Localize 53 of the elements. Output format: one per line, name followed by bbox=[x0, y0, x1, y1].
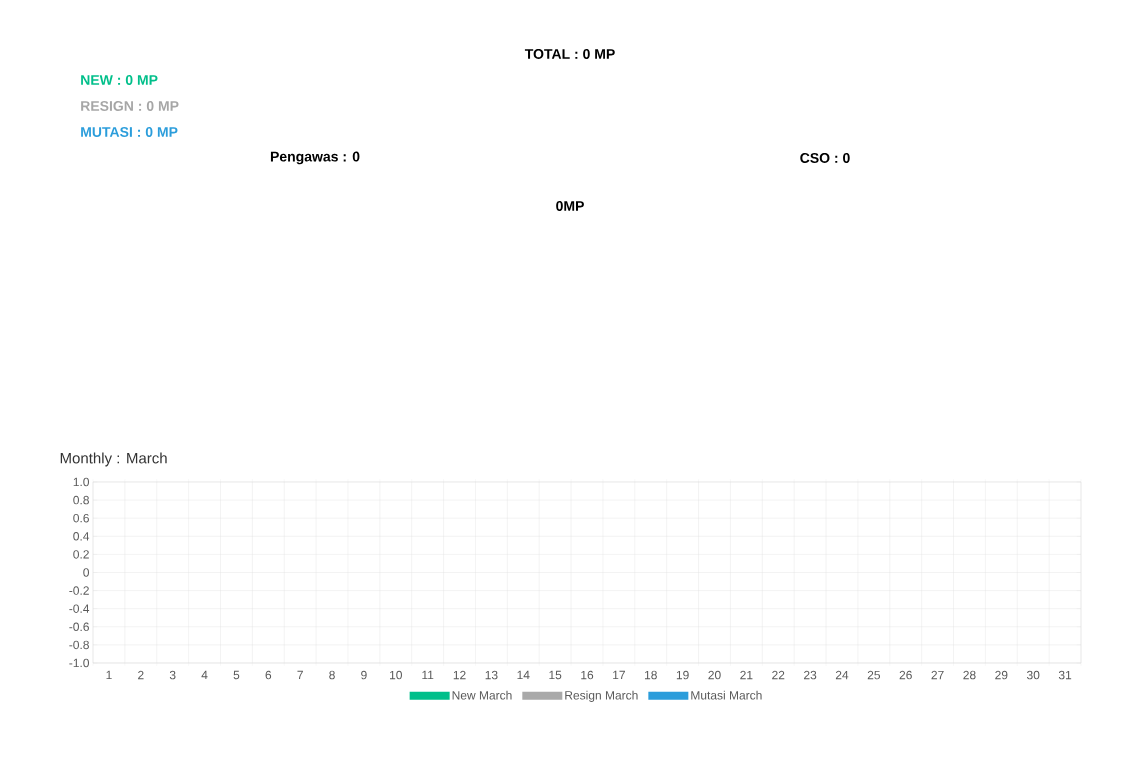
x-tick-label: 18 bbox=[644, 670, 657, 680]
x-tick-label: 19 bbox=[676, 670, 689, 680]
y-tick-label: 0.4 bbox=[73, 532, 90, 541]
text: MUTASI : 0 MP bbox=[81, 127, 178, 137]
x-tick-label: 16 bbox=[581, 670, 594, 680]
x-tick-label: 12 bbox=[453, 670, 466, 680]
y-tick-label: 0 bbox=[83, 568, 90, 577]
x-tick-label: 22 bbox=[772, 670, 785, 680]
x-tick-label: 5 bbox=[233, 670, 240, 680]
x-tick-label: 4 bbox=[201, 670, 208, 680]
y-tick-label: 0.2 bbox=[73, 550, 89, 559]
x-tick-label: 8 bbox=[329, 670, 335, 680]
x-tick-label: 26 bbox=[899, 670, 912, 680]
x-tick-label: 27 bbox=[931, 670, 944, 680]
text: NEW : 0 MP bbox=[81, 75, 158, 85]
text: RESIGN : 0 MP bbox=[81, 101, 179, 111]
x-tick-label: 13 bbox=[485, 670, 498, 680]
x-tick-label: 7 bbox=[297, 670, 303, 680]
y-tick-label: -0.8 bbox=[69, 640, 89, 650]
x-tick-label: 21 bbox=[740, 670, 753, 680]
x-tick-label: 10 bbox=[390, 670, 402, 680]
y-tick-label: -1.0 bbox=[69, 658, 90, 668]
x-tick-label: 30 bbox=[1026, 670, 1040, 680]
y-tick-label: -0.6 bbox=[69, 622, 89, 632]
x-tick-label: 1 bbox=[106, 670, 112, 680]
chart-title: Monthly : March bbox=[60, 452, 167, 467]
x-tick-label: 14 bbox=[517, 670, 530, 680]
y-tick-label: -0.4 bbox=[69, 604, 90, 613]
y-tick-label: 0.8 bbox=[73, 495, 89, 505]
x-tick-label: 6 bbox=[265, 670, 272, 680]
x-tick-label: 15 bbox=[549, 670, 562, 680]
x-tick-label: 25 bbox=[867, 670, 881, 680]
x-tick-label: 24 bbox=[835, 670, 849, 680]
legend-label: Resign March bbox=[565, 690, 638, 702]
text: TOTAL : 0 MP bbox=[524, 49, 615, 59]
x-tick-label: 20 bbox=[708, 670, 721, 680]
y-tick-label: 1.0 bbox=[73, 477, 90, 487]
x-tick-label: 11 bbox=[422, 670, 434, 680]
x-tick-label: 28 bbox=[963, 670, 976, 680]
text: Pengawas : 0 bbox=[270, 151, 360, 165]
legend-label: Mutasi March bbox=[691, 690, 762, 700]
x-tick-label: 17 bbox=[613, 670, 625, 680]
legend-label: New March bbox=[452, 690, 512, 700]
text: 0MP bbox=[556, 201, 584, 211]
x-tick-label: 3 bbox=[169, 670, 176, 680]
x-tick-label: 9 bbox=[361, 670, 367, 680]
x-tick-label: 31 bbox=[1058, 670, 1072, 680]
y-tick-label: -0.2 bbox=[69, 586, 89, 595]
x-tick-label: 2 bbox=[138, 670, 144, 680]
x-tick-label: 23 bbox=[804, 670, 817, 680]
text: CSO : 0 bbox=[800, 153, 850, 163]
y-tick-label: 0.6 bbox=[73, 513, 89, 523]
x-tick-label: 29 bbox=[995, 670, 1008, 680]
